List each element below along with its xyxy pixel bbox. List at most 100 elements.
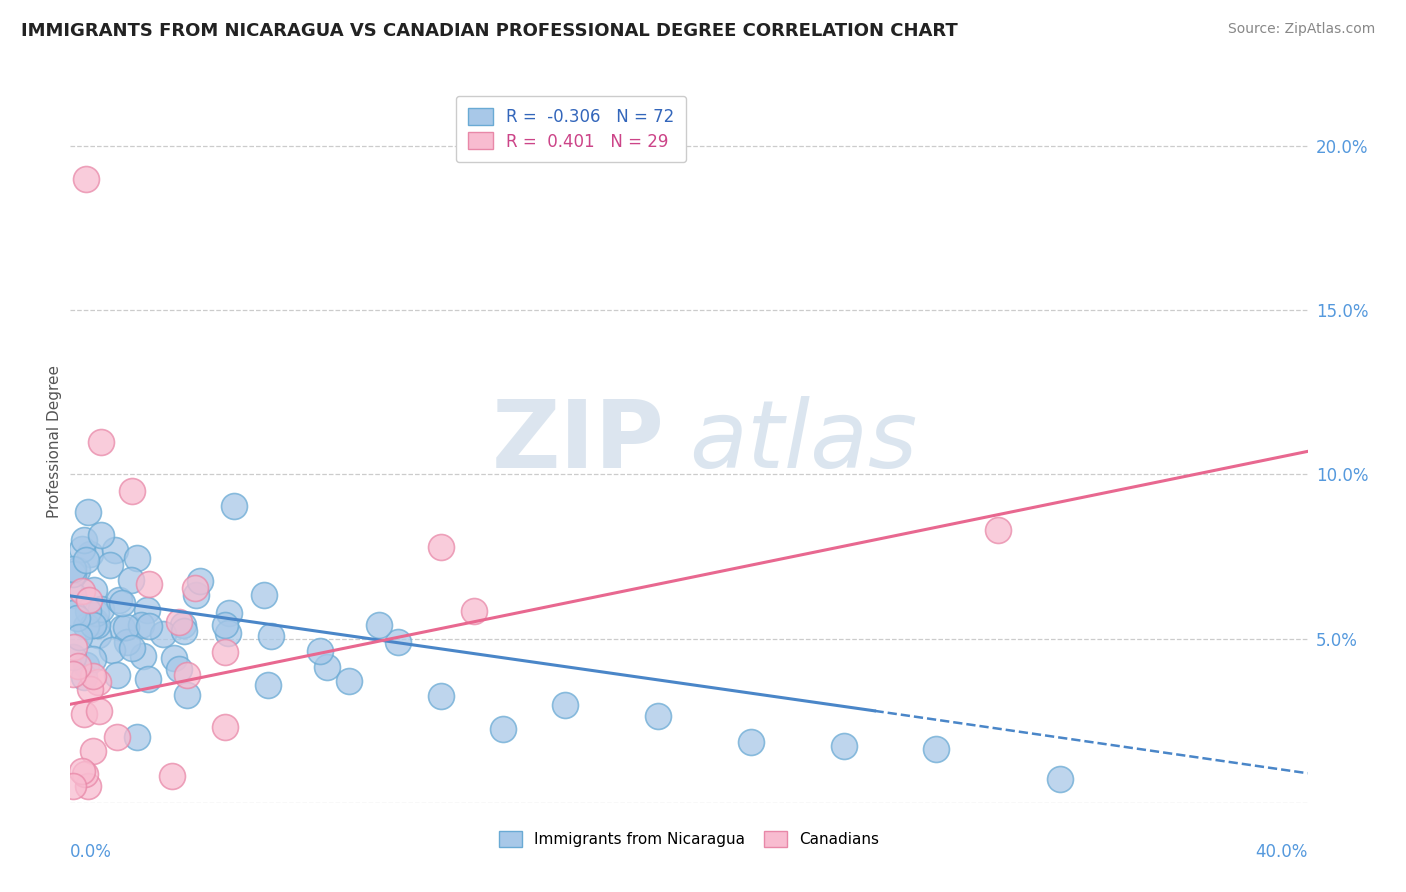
Point: [163, 650, 186, 665]
Point: [224, 499, 246, 513]
Point: [98, 558, 121, 572]
Point: [129, 617, 152, 632]
Point: [110, 596, 132, 610]
Point: [136, 673, 159, 687]
Point: [120, 573, 142, 587]
Point: [62, 649, 84, 664]
Point: [214, 617, 236, 632]
Text: 0.0%: 0.0%: [70, 843, 112, 861]
Point: [214, 720, 236, 734]
Point: [82, 744, 104, 758]
Point: [89, 704, 111, 718]
Text: IMMIGRANTS FROM NICARAGUA VS CANADIAN PROFESSIONAL DEGREE CORRELATION CHART: IMMIGRANTS FROM NICARAGUA VS CANADIAN PR…: [21, 22, 957, 40]
Point: [73, 766, 96, 780]
Point: [218, 606, 240, 620]
Point: [105, 730, 128, 744]
Point: [925, 741, 948, 756]
Point: [104, 543, 127, 558]
Point: [108, 593, 131, 607]
Point: [77, 593, 100, 607]
Point: [160, 768, 183, 782]
Point: [115, 635, 138, 649]
Point: [337, 673, 360, 688]
Point: [308, 644, 330, 658]
Point: [79, 682, 101, 697]
Point: [90, 434, 112, 449]
Point: [115, 620, 138, 634]
Point: [66, 611, 89, 625]
Point: [387, 634, 409, 648]
Point: [253, 589, 276, 603]
Point: [257, 678, 280, 692]
Point: [84, 614, 107, 628]
Point: [138, 619, 160, 633]
Point: [430, 689, 453, 703]
Text: atlas: atlas: [689, 396, 917, 487]
Point: [1049, 772, 1071, 786]
Point: [77, 505, 100, 519]
Point: [176, 688, 198, 702]
Point: [105, 668, 128, 682]
Point: [90, 602, 112, 616]
Point: [100, 643, 122, 657]
Point: [188, 574, 211, 588]
Point: [121, 483, 143, 498]
Point: [79, 547, 101, 561]
Point: [62, 606, 84, 620]
Point: [260, 630, 283, 644]
Point: [121, 640, 143, 655]
Point: [75, 171, 97, 186]
Point: [217, 626, 239, 640]
Point: [167, 615, 190, 630]
Point: [554, 698, 576, 712]
Point: [62, 780, 84, 794]
Point: [82, 669, 104, 683]
Point: [82, 652, 104, 666]
Text: ZIP: ZIP: [491, 395, 664, 488]
Point: [77, 604, 100, 618]
Point: [84, 607, 107, 621]
Text: 40.0%: 40.0%: [1256, 843, 1308, 861]
Point: [647, 709, 669, 723]
Point: [987, 523, 1010, 537]
Point: [62, 562, 84, 576]
Point: [138, 577, 160, 591]
Point: [72, 542, 94, 557]
Point: [83, 583, 105, 598]
Point: [136, 603, 159, 617]
Point: [87, 674, 110, 689]
Point: [316, 660, 339, 674]
Point: [184, 588, 207, 602]
Point: [62, 640, 84, 654]
Point: [82, 617, 104, 632]
Point: [172, 617, 194, 632]
Point: [173, 624, 195, 638]
Point: [72, 583, 94, 598]
Point: [67, 631, 90, 645]
Point: [492, 722, 515, 736]
Point: [367, 618, 389, 632]
Point: [62, 588, 84, 602]
Point: [463, 604, 485, 618]
Point: [214, 645, 236, 659]
Point: [73, 533, 96, 548]
Point: [111, 621, 134, 635]
Point: [66, 563, 89, 577]
Point: [740, 735, 762, 749]
Point: [73, 707, 96, 722]
Point: [125, 550, 148, 565]
Point: [127, 730, 149, 744]
Point: [62, 666, 84, 681]
Point: [430, 540, 453, 554]
Point: [832, 739, 855, 753]
Point: [70, 764, 93, 779]
Point: [86, 628, 108, 642]
Text: Source: ZipAtlas.com: Source: ZipAtlas.com: [1227, 22, 1375, 37]
Point: [62, 567, 84, 582]
Point: [75, 658, 97, 673]
Point: [176, 668, 198, 682]
Point: [86, 618, 108, 632]
Point: [167, 662, 190, 676]
Point: [132, 649, 155, 664]
Point: [66, 658, 89, 673]
